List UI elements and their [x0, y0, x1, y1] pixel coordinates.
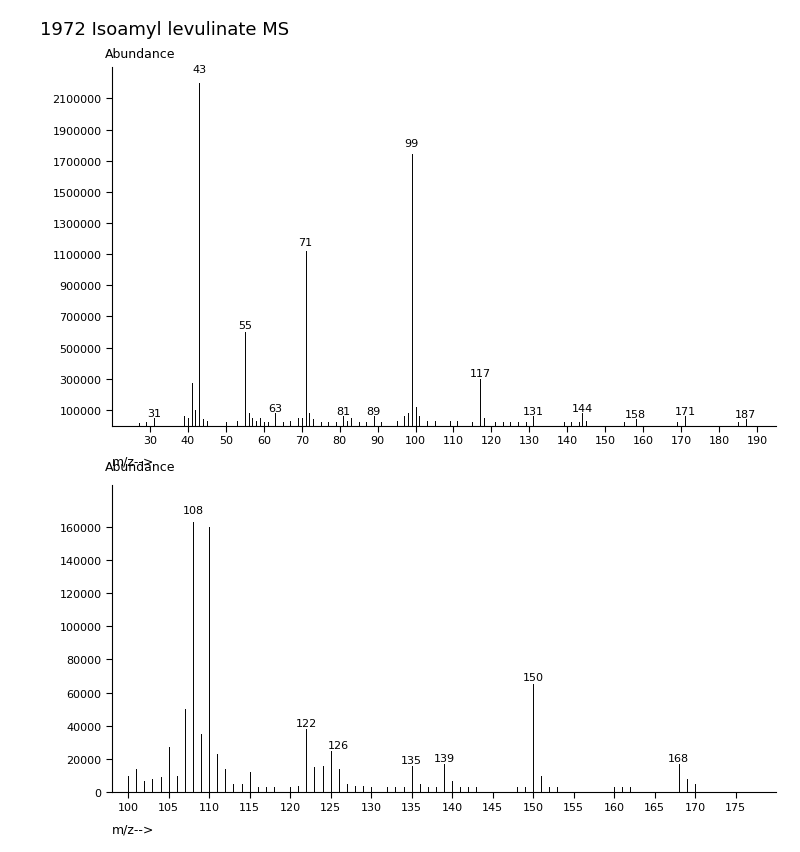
Text: 81: 81 [336, 406, 350, 417]
Text: 122: 122 [296, 717, 317, 728]
Text: 31: 31 [146, 408, 161, 418]
Text: Abundance: Abundance [106, 48, 176, 61]
Text: 1972 Isoamyl levulinate MS: 1972 Isoamyl levulinate MS [40, 21, 289, 39]
Text: 150: 150 [522, 672, 543, 682]
Text: 187: 187 [735, 410, 756, 420]
Text: 117: 117 [470, 368, 490, 378]
Text: 71: 71 [298, 238, 313, 247]
Text: 89: 89 [366, 406, 381, 417]
Text: Abundance: Abundance [106, 460, 176, 474]
Text: 158: 158 [625, 410, 646, 420]
Text: m/z-->: m/z--> [112, 455, 154, 468]
Text: 171: 171 [674, 406, 695, 417]
Text: 43: 43 [192, 65, 206, 75]
Text: 131: 131 [522, 406, 544, 417]
Text: 63: 63 [268, 403, 282, 413]
Text: 168: 168 [668, 753, 690, 763]
Text: 108: 108 [182, 505, 203, 515]
Text: 126: 126 [328, 740, 350, 750]
Text: 135: 135 [401, 755, 422, 765]
Text: 99: 99 [405, 139, 419, 148]
Text: 139: 139 [434, 753, 454, 763]
Text: 144: 144 [572, 403, 593, 413]
Text: 55: 55 [238, 320, 252, 331]
Text: m/z-->: m/z--> [112, 823, 154, 836]
